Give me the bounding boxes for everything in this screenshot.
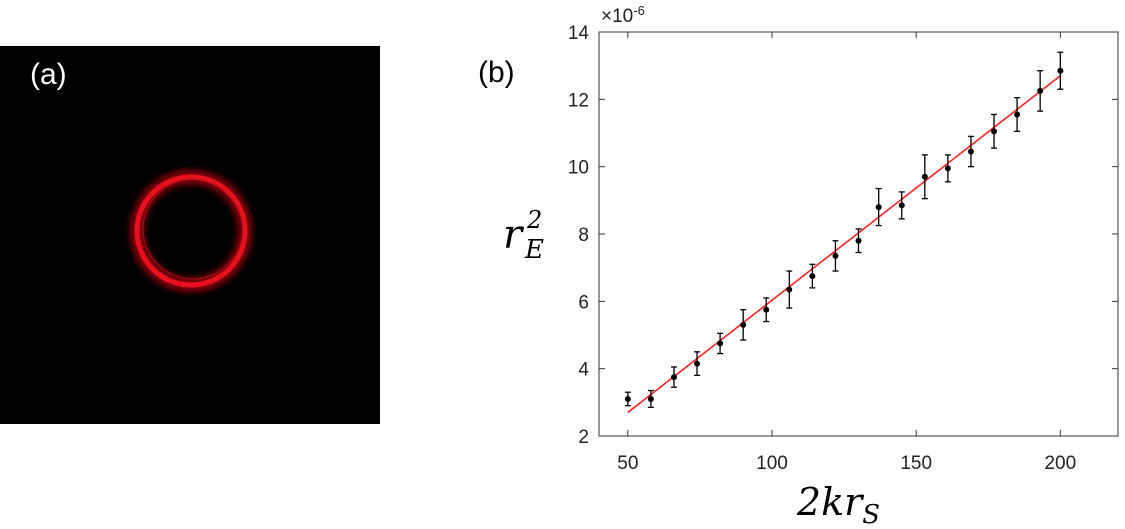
data-point xyxy=(875,204,882,211)
data-point xyxy=(740,321,747,328)
x-axis-title-base: 2kr xyxy=(796,480,865,524)
panel-a-label: (a) xyxy=(30,58,67,91)
y-exponent-label: ×10-6 xyxy=(601,3,645,27)
y-axis-title-sub: E xyxy=(524,235,544,265)
data-point xyxy=(991,128,998,135)
x-tick-label: 50 xyxy=(617,453,638,474)
y-axis-title-base: r xyxy=(503,212,525,258)
x-tick-label: 100 xyxy=(756,453,788,474)
y-axis-title: r xyxy=(503,212,525,258)
data-point xyxy=(1057,67,1064,74)
data-point xyxy=(855,237,862,244)
ring-secondary xyxy=(142,178,244,280)
data-point xyxy=(717,340,724,347)
axes: 50 100 150 200 2 4 6 8 10 12 14 ×10-6 xyxy=(568,3,1119,474)
data-point xyxy=(670,374,677,381)
data-point xyxy=(809,273,816,280)
x-axis-title-sub: S xyxy=(862,500,880,529)
y-tick-label: 10 xyxy=(568,158,589,179)
data-point xyxy=(1037,87,1044,94)
data-point xyxy=(786,286,793,293)
data-point xyxy=(898,202,905,209)
data-point xyxy=(921,173,928,180)
y-tick-label: 12 xyxy=(568,90,589,111)
data-point xyxy=(694,360,701,367)
data-point xyxy=(832,252,839,259)
ring-core xyxy=(134,174,248,288)
data-point xyxy=(647,395,654,402)
y-exponent-power: -6 xyxy=(633,3,645,18)
ring-image-panel: (a) xyxy=(0,46,380,424)
y-tick-label: 8 xyxy=(578,225,589,246)
fit-line xyxy=(627,75,1061,414)
data-point xyxy=(1014,111,1021,118)
y-axis-title-sup: 2 xyxy=(526,206,542,234)
y-tick-label: 4 xyxy=(578,360,589,381)
data-point xyxy=(624,395,631,402)
y-tick-label: 2 xyxy=(578,427,589,448)
ring-image xyxy=(130,170,252,292)
x-tick-label: 200 xyxy=(1044,453,1076,474)
data-point xyxy=(967,148,974,155)
data-points-layer xyxy=(624,51,1064,409)
x-axis-title: 2krS xyxy=(796,480,880,529)
data-point xyxy=(944,165,951,172)
x-tick-label: 150 xyxy=(900,453,932,474)
y-tick-label: 6 xyxy=(578,292,589,313)
panel-b-label: (b) xyxy=(478,56,515,89)
y-tick-label: 14 xyxy=(568,23,590,44)
data-point xyxy=(763,306,770,313)
fit-line-layer xyxy=(627,75,1061,414)
